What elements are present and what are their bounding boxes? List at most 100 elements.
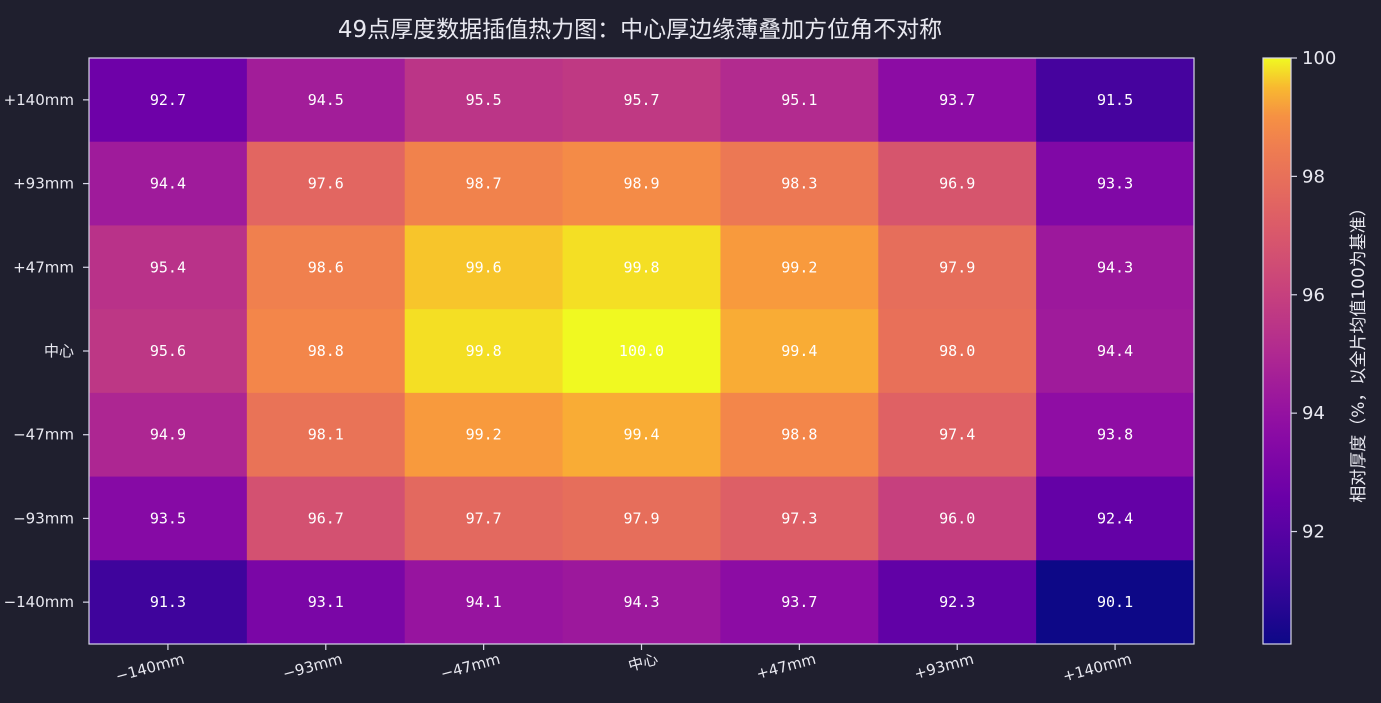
heatmap-cell xyxy=(720,560,879,645)
cell-value-label: 95.4 xyxy=(150,258,186,276)
cell-value-label: 95.6 xyxy=(150,342,186,360)
x-axis: −140mm −93mm −47mm 中心 +47mm +93mm +140mm xyxy=(114,644,1134,686)
heatmap-cell xyxy=(89,392,248,478)
heatmap-cell xyxy=(720,476,879,561)
heatmap-cell xyxy=(89,476,248,561)
cell-value-label: 94.5 xyxy=(308,91,344,109)
heatmap-cell xyxy=(1036,58,1195,143)
heatmap-cell xyxy=(1036,560,1195,645)
cell-value-label: 98.8 xyxy=(781,426,817,444)
heatmap-cell xyxy=(562,225,721,310)
heatmap-cell xyxy=(246,476,406,561)
cell-value-label: 94.3 xyxy=(1097,258,1133,276)
cell-value-label: 95.7 xyxy=(623,91,659,109)
cell-value-label: 98.9 xyxy=(623,175,659,193)
y-tick-label: +47mm xyxy=(13,258,74,276)
colorbar xyxy=(1262,57,1292,645)
cell-value-label: 92.4 xyxy=(1097,509,1133,527)
heatmap-cell xyxy=(562,141,721,226)
heatmap-cell xyxy=(1036,309,1195,394)
y-axis: +140mm +93mm +47mm 中心 −47mm −93mm −140mm xyxy=(4,91,89,611)
heatmap-cell xyxy=(89,560,248,645)
heatmap-cell xyxy=(89,141,248,226)
cell-value-label: 92.7 xyxy=(150,91,186,109)
cell-value-label: 97.7 xyxy=(466,509,502,527)
cell-value-label: 97.9 xyxy=(939,258,975,276)
cell-value-label: 94.4 xyxy=(150,175,186,193)
heatmap-cell xyxy=(246,58,406,143)
cell-value-label: 95.5 xyxy=(466,91,502,109)
cell-value-label: 100.0 xyxy=(619,342,664,360)
cell-value-label: 97.3 xyxy=(781,509,817,527)
cell-value-label: 98.1 xyxy=(308,426,344,444)
heatmap-cell xyxy=(246,392,406,478)
cell-value-label: 93.7 xyxy=(939,91,975,109)
heatmap-cell xyxy=(720,309,879,394)
heatmap-cell xyxy=(562,560,721,645)
cell-value-label: 94.4 xyxy=(1097,342,1133,360)
heatmap-cell xyxy=(878,225,1037,310)
colorbar-tick-label: 92 xyxy=(1302,522,1325,543)
heatmap-cell xyxy=(878,392,1037,478)
heatmap-cell xyxy=(1036,476,1195,561)
y-tick-label: +140mm xyxy=(4,91,74,109)
heatmap-cell xyxy=(89,225,248,310)
heatmap-cell xyxy=(404,58,564,143)
cell-value-label: 99.6 xyxy=(466,258,502,276)
heatmap-cell-labels: 92.7 94.5 95.5 95.7 95.1 93.7 91.5 94.4 97.6 98.7… xyxy=(150,91,1133,611)
colorbar-ticks: 92 94 96 98 100 xyxy=(1291,48,1336,543)
cell-value-label: 91.5 xyxy=(1097,91,1133,109)
cell-value-label: 93.1 xyxy=(308,593,344,611)
cell-value-label: 94.3 xyxy=(623,593,659,611)
cell-value-label: 97.4 xyxy=(939,426,975,444)
heatmap-cell xyxy=(720,225,879,310)
cell-value-label: 99.8 xyxy=(623,258,659,276)
colorbar-tick-label: 94 xyxy=(1302,403,1325,424)
heatmap-cell xyxy=(1036,225,1195,310)
x-tick-label: −47mm xyxy=(439,650,502,683)
cell-value-label: 99.2 xyxy=(466,426,502,444)
x-tick-label: +140mm xyxy=(1061,650,1134,686)
y-tick-label: +93mm xyxy=(13,175,74,193)
heatmap-cell xyxy=(404,560,564,645)
heatmap-cell xyxy=(89,309,248,394)
cell-value-label: 99.4 xyxy=(623,426,659,444)
heatmap-cell xyxy=(246,141,406,226)
cell-value-label: 94.1 xyxy=(466,593,502,611)
x-tick-label: +47mm xyxy=(754,650,817,683)
cell-value-label: 98.7 xyxy=(466,175,502,193)
cell-value-label: 96.9 xyxy=(939,175,975,193)
heatmap-cell xyxy=(404,141,564,226)
heatmap-cell xyxy=(720,392,879,478)
heatmap-cell xyxy=(878,309,1037,394)
y-tick-label: −140mm xyxy=(4,593,74,611)
colorbar-tick-label: 96 xyxy=(1302,285,1325,306)
heatmap-cell xyxy=(1036,392,1195,478)
heatmap-cell xyxy=(878,560,1037,645)
cell-value-label: 96.0 xyxy=(939,509,975,527)
x-tick-label: +93mm xyxy=(912,650,975,683)
heatmap-cell xyxy=(878,476,1037,561)
y-tick-label: 中心 xyxy=(44,342,74,360)
heatmap-cell xyxy=(562,309,721,394)
heatmap-cell xyxy=(1036,141,1195,226)
x-tick-label: −140mm xyxy=(114,650,187,686)
y-tick-label: −47mm xyxy=(13,426,74,444)
y-tick-label: −93mm xyxy=(13,509,74,527)
heatmap-cell xyxy=(89,58,248,143)
heatmap-cell xyxy=(878,58,1037,143)
heatmap-cell xyxy=(246,225,406,310)
chart-title: 49点厚度数据插值热力图：中心厚边缘薄叠加方位角不对称 xyxy=(338,17,942,43)
cell-value-label: 93.5 xyxy=(150,509,186,527)
heatmap-cell xyxy=(562,58,721,143)
heatmap-cell xyxy=(720,58,879,143)
heatmap-cell xyxy=(562,392,721,478)
x-tick-label: 中心 xyxy=(626,650,660,675)
heatmap-cell xyxy=(246,309,406,394)
x-tick-label: −93mm xyxy=(281,650,344,683)
heatmap-cell xyxy=(878,141,1037,226)
cell-value-label: 99.4 xyxy=(781,342,817,360)
cell-value-label: 93.7 xyxy=(781,593,817,611)
cell-value-label: 91.3 xyxy=(150,593,186,611)
